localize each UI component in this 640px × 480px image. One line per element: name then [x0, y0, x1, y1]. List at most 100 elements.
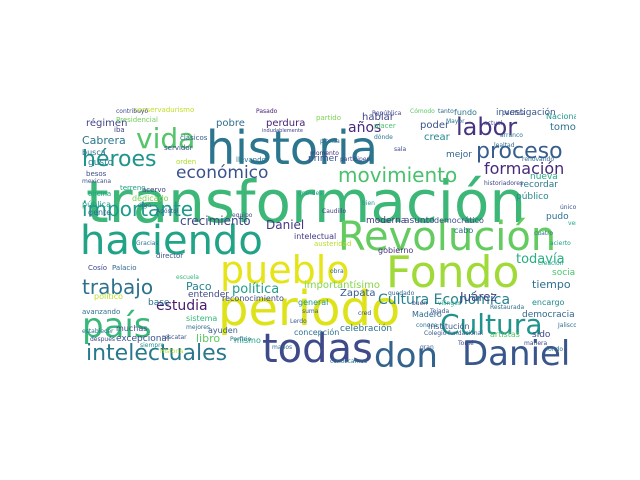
word-acervo: acervo [142, 186, 166, 194]
word-acierto: acierto [550, 240, 571, 247]
word-renovando: renovando [522, 156, 555, 163]
word-avanzando: avanzando [82, 308, 121, 316]
word-escuela: escuela [176, 274, 199, 281]
word-sistema: sistema [186, 314, 218, 323]
word-paco: Paco [186, 280, 212, 293]
word-republica: República [372, 110, 402, 117]
word-cabo: cabo [454, 226, 474, 235]
word-jalisco: Jalisco [558, 322, 576, 329]
word-crecimiento: crecimiento [180, 214, 251, 228]
word-gente: gente [88, 208, 112, 217]
word-perdura: perdura [266, 118, 306, 129]
word-ayuden: ayuden [208, 326, 238, 335]
word-digo: digo [138, 202, 151, 209]
word-pasado: Pasado [256, 108, 278, 115]
word-presidencial: Presidencial [116, 116, 158, 124]
word-pobre: pobre [216, 118, 245, 129]
word-participen: participen [340, 156, 371, 163]
word-base: base [148, 298, 170, 308]
word-institucion: institución [428, 322, 470, 331]
word-muchas: muchas [116, 324, 148, 333]
word-sido: sido [532, 330, 551, 340]
word-excepcional: excepcional [116, 334, 170, 344]
word-cuatro: cuatro [534, 230, 554, 237]
word-moderna: moderna [366, 216, 407, 226]
word-vilinges: vilinges [438, 300, 461, 307]
word-bien: bien [362, 200, 375, 207]
word-tiempo: tiempo [532, 278, 571, 291]
word-mismo: mismo [234, 336, 261, 345]
word-zapata: Zapata [340, 288, 376, 299]
word-historia-small: Historia [160, 348, 184, 355]
word-cloud: transformación historia haciendo Revoluc… [76, 105, 576, 370]
word-gracias: Gracias [136, 240, 159, 247]
word-mejores: mejores [186, 324, 211, 331]
word-intelectual: intelectual [294, 232, 337, 241]
word-politica: política [232, 282, 280, 297]
word-clasicos: clásicos [180, 134, 208, 142]
word-intelectuales: intelectuales [86, 341, 228, 366]
word-vida: vida [136, 122, 196, 155]
word-asunto: asunto [404, 216, 435, 226]
word-proceso: proceso [476, 139, 563, 164]
word-mejor: mejor [446, 150, 473, 160]
word-orden: orden [176, 158, 197, 166]
word-daniel-small: Daniel [266, 218, 305, 232]
word-arranco: arranco [500, 132, 523, 139]
word-cultura: Cultura [440, 308, 543, 341]
word-mayor: Mayor [446, 118, 465, 125]
word-comodo: Cómodo [410, 108, 435, 115]
word-conservadurismo: conservadurismo [134, 106, 195, 114]
word-grandes: grandes [298, 190, 323, 197]
word-lealtad: lealtad [494, 142, 515, 149]
word-primer: primer [308, 154, 338, 164]
word-don: don [374, 336, 438, 370]
word-entender: entender [188, 290, 229, 300]
word-nueva: nueva [530, 172, 558, 182]
word-importante: importante [82, 197, 194, 221]
word-momento: momento [310, 150, 339, 157]
word-donde: dónde [374, 134, 393, 141]
word-artistas: artistas [490, 330, 520, 339]
word-despues: después [90, 336, 116, 343]
word-oficina: oficina [88, 190, 112, 198]
word-historia: historia [206, 121, 378, 175]
word-anos: años [348, 120, 382, 136]
word-todavia: todavía [516, 252, 565, 267]
word-juarez: Juárez [460, 290, 497, 304]
word-publico: público [516, 192, 549, 202]
word-fundacional: fundacional [448, 330, 483, 337]
word-gobierno: gobierno [378, 246, 414, 255]
word-cosio: Cosío [88, 264, 108, 272]
word-cultura-economica: Cultura Económica [378, 292, 511, 308]
word-caudillo: Caudillo [322, 208, 347, 215]
word-periodo: periodo [218, 281, 401, 337]
word-social: social [552, 268, 576, 278]
word-democracia: democracia [522, 310, 575, 320]
word-tejada: Tejada [430, 308, 450, 315]
word-quedado: quedado [388, 290, 415, 297]
word-conozcamos: conozcamos [330, 358, 368, 365]
word-fondo: Fondo [386, 247, 520, 298]
word-buen: buen [412, 300, 428, 307]
word-manera: manera [524, 340, 548, 347]
word-creacion: creación [538, 260, 564, 267]
word-labor: labor [456, 113, 518, 141]
word-palacio: Palacio [112, 264, 137, 272]
word-siempre: siempre [140, 342, 165, 349]
word-actual: actual [484, 120, 503, 127]
word-lerdo: Lerdo [290, 318, 307, 325]
word-reconocimiento: reconocimiento [222, 294, 284, 303]
word-director: director [156, 252, 184, 260]
word-servidor: servidor [164, 144, 193, 152]
word-economico: económico [176, 163, 269, 183]
word-regimen: régimen [86, 118, 128, 129]
word-tomo: tomo [550, 122, 576, 133]
word-establecer: establecer [82, 328, 114, 335]
word-contribuyo: contribuyó [116, 108, 149, 115]
word-cabrera: Cabrera [82, 134, 126, 147]
word-porfirio: Porfirio [230, 336, 252, 343]
word-encargo: encargo [532, 298, 565, 307]
word-ver: ver [568, 220, 576, 227]
word-pudo: pudo [546, 212, 569, 222]
